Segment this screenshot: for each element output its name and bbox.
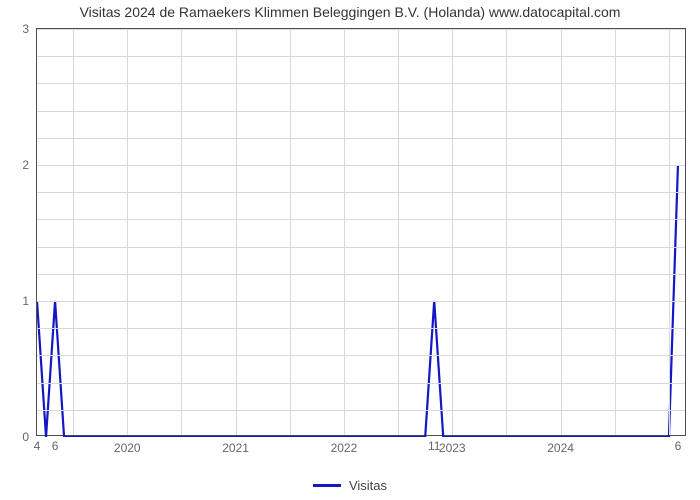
y-tick-label: 3 [22, 22, 29, 36]
line-series [37, 29, 687, 437]
y-tick-label: 2 [22, 158, 29, 172]
gridline-h [37, 247, 685, 248]
gridline-h [37, 383, 685, 384]
gridline-h [37, 219, 685, 220]
y-tick-label: 1 [22, 294, 29, 308]
chart-container: { "chart": { "type": "line", "title": "V… [0, 0, 700, 500]
gridline-v [73, 29, 74, 435]
plot-area: 01232020202120222023202446116 [36, 28, 686, 436]
gridline-v [344, 29, 345, 435]
gridline-h [37, 301, 685, 302]
gridline-v [236, 29, 237, 435]
point-label: 11 [428, 439, 440, 453]
gridline-h [37, 355, 685, 356]
x-tick-label: 2022 [331, 441, 358, 455]
x-tick-label: 2023 [439, 441, 466, 455]
x-tick-label: 2020 [114, 441, 141, 455]
gridline-h [37, 83, 685, 84]
gridline-h [37, 410, 685, 411]
gridline-v [506, 29, 507, 435]
x-tick-label: 2021 [222, 441, 249, 455]
gridline-v [452, 29, 453, 435]
legend-label: Visitas [349, 478, 387, 493]
gridline-h [37, 192, 685, 193]
gridline-h [37, 138, 685, 139]
x-tick-label: 2024 [547, 441, 574, 455]
gridline-h [37, 29, 685, 30]
gridline-v [127, 29, 128, 435]
gridline-h [37, 165, 685, 166]
chart-title: Visitas 2024 de Ramaekers Klimmen Belegg… [0, 4, 700, 20]
gridline-h [37, 274, 685, 275]
gridline-h [37, 56, 685, 57]
gridline-v [615, 29, 616, 435]
gridline-v [398, 29, 399, 435]
gridline-h [37, 328, 685, 329]
gridline-v [290, 29, 291, 435]
y-tick-label: 0 [22, 430, 29, 444]
gridline-h [37, 111, 685, 112]
gridline-v [181, 29, 182, 435]
point-label: 4 [34, 439, 41, 453]
legend-swatch [313, 484, 341, 487]
point-label: 6 [675, 439, 682, 453]
point-label: 6 [52, 439, 59, 453]
gridline-v [561, 29, 562, 435]
legend: Visitas [313, 478, 387, 493]
gridline-v [669, 29, 670, 435]
